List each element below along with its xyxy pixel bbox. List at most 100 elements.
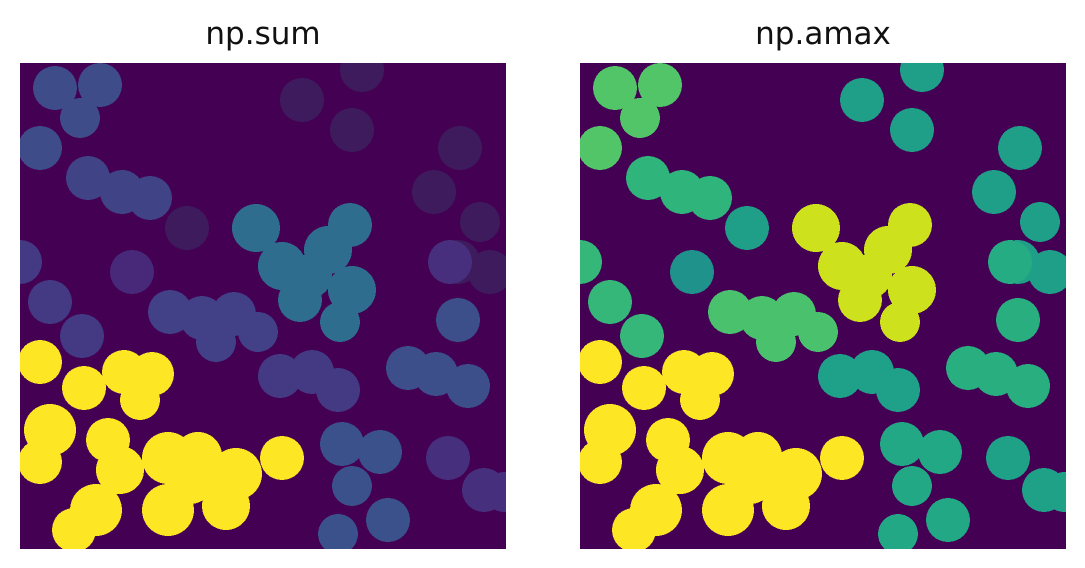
heatmap-blob bbox=[258, 354, 302, 398]
heatmap-blob bbox=[60, 98, 100, 138]
heatmap-blob bbox=[890, 108, 934, 152]
cluster-bottom-right bbox=[986, 436, 1066, 512]
heatmap-blob bbox=[28, 280, 72, 324]
right-panel-title: np.amax bbox=[755, 16, 891, 52]
heatmap-blob bbox=[876, 368, 920, 412]
heatmap-blob bbox=[918, 430, 962, 474]
heatmap-blob bbox=[798, 312, 838, 352]
heatmap-blob bbox=[612, 508, 656, 549]
heatmap-blob bbox=[438, 126, 482, 170]
cluster-top-left bbox=[580, 63, 682, 170]
heatmap-blob bbox=[756, 322, 796, 362]
heatmap-blob bbox=[848, 254, 892, 298]
heatmap-blob bbox=[60, 314, 104, 358]
cluster-bottom-middle bbox=[878, 422, 970, 549]
heatmap-blob bbox=[620, 98, 660, 138]
heatmap-blob bbox=[1044, 472, 1066, 512]
heatmap-blob bbox=[436, 298, 480, 342]
heatmap-blob bbox=[66, 156, 110, 200]
heatmap-blob bbox=[288, 254, 332, 298]
cluster-bottom-right bbox=[426, 436, 506, 512]
heatmap-blob bbox=[20, 126, 62, 170]
heatmap-blob bbox=[725, 206, 769, 250]
heatmap-blob bbox=[320, 422, 364, 466]
amax-heatmap bbox=[580, 63, 1066, 549]
heatmap-blob bbox=[20, 340, 62, 384]
heatmap-blob bbox=[820, 436, 864, 480]
heatmap-blob bbox=[670, 250, 714, 294]
heatmap-blob bbox=[726, 456, 774, 504]
heatmap-blob bbox=[96, 446, 144, 494]
heatmap-blob bbox=[818, 354, 862, 398]
cluster-bottom-left bbox=[20, 340, 304, 549]
heatmap-blob bbox=[988, 240, 1032, 284]
heatmap-blob bbox=[900, 63, 944, 92]
cluster-middle bbox=[708, 290, 838, 362]
heatmap-blob bbox=[260, 436, 304, 480]
heatmap-blob bbox=[626, 156, 670, 200]
cluster-left-mid bbox=[20, 240, 104, 358]
cluster-upper-band bbox=[626, 156, 732, 220]
heatmap-background bbox=[20, 63, 506, 549]
heatmap-blob bbox=[878, 514, 918, 549]
cluster-right-upper bbox=[428, 240, 472, 284]
heatmap-blob bbox=[446, 364, 490, 408]
heatmap-blob bbox=[332, 466, 372, 506]
heatmap-blob bbox=[638, 63, 682, 107]
heatmap-blob bbox=[468, 250, 506, 294]
heatmap-blob bbox=[1020, 202, 1060, 242]
heatmap-blob bbox=[680, 380, 720, 420]
cluster-top-left bbox=[20, 63, 122, 170]
heatmap-blob bbox=[196, 322, 236, 362]
heatmap-blob bbox=[202, 482, 250, 530]
heatmap-blob bbox=[996, 298, 1040, 342]
heatmap-blob bbox=[688, 176, 732, 220]
heatmap-blob bbox=[426, 436, 470, 480]
cluster-left-mid bbox=[580, 240, 664, 358]
heatmap-blob bbox=[880, 302, 920, 342]
heatmap-background bbox=[580, 63, 1066, 549]
cluster-bottom-middle bbox=[318, 422, 410, 549]
heatmap-blob bbox=[318, 514, 358, 549]
heatmap-blob bbox=[892, 466, 932, 506]
cluster-bottom-left bbox=[580, 340, 864, 549]
cluster-center-right bbox=[792, 203, 936, 342]
heatmap-blob bbox=[340, 63, 384, 92]
cluster-right-mid bbox=[386, 298, 490, 408]
heatmap-blob bbox=[593, 66, 637, 110]
cluster-right-upper bbox=[988, 240, 1032, 284]
heatmap-blob bbox=[580, 240, 602, 284]
heatmap-blob bbox=[620, 314, 664, 358]
heatmap-blob bbox=[128, 176, 172, 220]
cluster-upper-band bbox=[66, 156, 172, 220]
heatmap-blob bbox=[165, 206, 209, 250]
heatmap-blob bbox=[656, 446, 704, 494]
heatmap-blob bbox=[580, 440, 622, 484]
heatmap-blob bbox=[320, 302, 360, 342]
heatmap-blob bbox=[316, 368, 360, 412]
heatmap-blob bbox=[238, 312, 278, 352]
heatmap-blob bbox=[20, 240, 42, 284]
heatmap-blob bbox=[366, 498, 410, 542]
heatmap-blob bbox=[972, 170, 1016, 214]
heatmap-blob bbox=[1028, 250, 1066, 294]
heatmap-blob bbox=[62, 366, 106, 410]
cluster-center-right bbox=[232, 203, 376, 342]
heatmap-blob bbox=[460, 202, 500, 242]
heatmap-blob bbox=[328, 203, 372, 247]
heatmap-blob bbox=[1006, 364, 1050, 408]
sum-heatmap bbox=[20, 63, 506, 549]
heatmap-blob bbox=[484, 472, 506, 512]
heatmap-blob bbox=[110, 250, 154, 294]
cluster-center-low bbox=[258, 350, 360, 412]
heatmap-blob bbox=[78, 63, 122, 107]
heatmap-blob bbox=[412, 170, 456, 214]
heatmap-blob bbox=[622, 366, 666, 410]
heatmap-blob bbox=[880, 422, 924, 466]
heatmap-blob bbox=[580, 340, 622, 384]
heatmap-blob bbox=[986, 436, 1030, 480]
heatmap-blob bbox=[232, 204, 280, 252]
heatmap-blob bbox=[840, 78, 884, 122]
cluster-right-mid bbox=[946, 298, 1050, 408]
heatmap-blob bbox=[762, 482, 810, 530]
